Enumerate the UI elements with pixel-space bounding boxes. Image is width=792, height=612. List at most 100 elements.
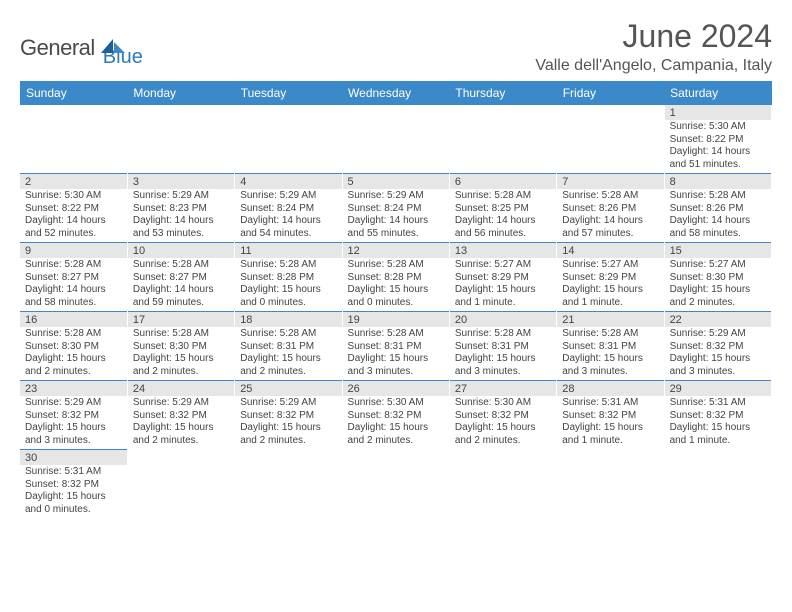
day-detail-line: Daylight: 15 hours (133, 422, 229, 435)
day-details (665, 453, 771, 501)
day-number: 30 (20, 449, 127, 465)
calendar-day-header: Friday (557, 81, 664, 105)
calendar-day-header: Sunday (20, 81, 127, 105)
calendar-cell: 25Sunrise: 5:29 AMSunset: 8:32 PMDayligh… (235, 380, 342, 449)
day-detail-line: and 0 minutes. (348, 297, 444, 310)
day-detail-line: Sunrise: 5:29 AM (240, 190, 336, 203)
day-detail-line: Daylight: 15 hours (25, 422, 122, 435)
day-number: 6 (450, 173, 556, 189)
day-details (343, 108, 449, 156)
day-details (557, 453, 663, 501)
day-detail-line: and 52 minutes. (25, 228, 122, 241)
page-header: General Blue June 2024 Valle dell'Angelo… (20, 18, 772, 75)
day-detail-line: and 2 minutes. (240, 435, 336, 448)
day-detail-line: Sunset: 8:29 PM (562, 272, 658, 285)
day-detail-line: Sunset: 8:32 PM (25, 410, 122, 423)
calendar-cell-empty (235, 105, 342, 173)
day-details: Sunrise: 5:28 AMSunset: 8:28 PMDaylight:… (235, 258, 341, 311)
day-details: Sunrise: 5:31 AMSunset: 8:32 PMDaylight:… (20, 465, 127, 518)
day-detail-line: Daylight: 14 hours (133, 215, 229, 228)
day-details: Sunrise: 5:30 AMSunset: 8:32 PMDaylight:… (450, 396, 556, 449)
day-detail-line: Sunrise: 5:29 AM (670, 328, 766, 341)
day-details: Sunrise: 5:29 AMSunset: 8:23 PMDaylight:… (128, 189, 234, 242)
day-detail-line: Sunset: 8:30 PM (133, 341, 229, 354)
day-detail-line: Sunset: 8:30 PM (25, 341, 122, 354)
day-detail-line: Sunset: 8:27 PM (25, 272, 122, 285)
calendar-cell-empty (664, 449, 771, 518)
day-detail-line: Daylight: 15 hours (25, 491, 122, 504)
calendar-day-header: Thursday (449, 81, 556, 105)
day-number: 3 (128, 173, 234, 189)
day-details (128, 108, 234, 156)
day-details: Sunrise: 5:29 AMSunset: 8:32 PMDaylight:… (665, 327, 771, 380)
day-detail-line: and 3 minutes. (348, 366, 444, 379)
day-details: Sunrise: 5:28 AMSunset: 8:27 PMDaylight:… (20, 258, 127, 311)
day-details: Sunrise: 5:28 AMSunset: 8:30 PMDaylight:… (128, 327, 234, 380)
day-details: Sunrise: 5:27 AMSunset: 8:30 PMDaylight:… (665, 258, 771, 311)
day-detail-line: Sunset: 8:27 PM (133, 272, 229, 285)
day-detail-line: and 58 minutes. (670, 228, 766, 241)
day-detail-line: Sunrise: 5:30 AM (670, 121, 766, 134)
calendar-header-row: SundayMondayTuesdayWednesdayThursdayFrid… (20, 81, 772, 105)
day-detail-line: and 1 minute. (562, 435, 658, 448)
brand-name: General (20, 35, 95, 61)
day-detail-line: and 51 minutes. (670, 159, 766, 172)
calendar-cell: 6Sunrise: 5:28 AMSunset: 8:25 PMDaylight… (449, 173, 556, 242)
day-detail-line: and 0 minutes. (240, 297, 336, 310)
location-subtitle: Valle dell'Angelo, Campania, Italy (535, 57, 772, 75)
day-detail-line: Sunrise: 5:28 AM (348, 259, 444, 272)
calendar-week-row: 1Sunrise: 5:30 AMSunset: 8:22 PMDaylight… (20, 105, 772, 173)
day-detail-line: Sunrise: 5:28 AM (562, 190, 658, 203)
calendar-cell: 8Sunrise: 5:28 AMSunset: 8:26 PMDaylight… (664, 173, 771, 242)
calendar-cell: 26Sunrise: 5:30 AMSunset: 8:32 PMDayligh… (342, 380, 449, 449)
day-number: 14 (557, 242, 663, 258)
day-detail-line: Sunset: 8:26 PM (562, 203, 658, 216)
calendar-day-header: Wednesday (342, 81, 449, 105)
calendar-cell: 13Sunrise: 5:27 AMSunset: 8:29 PMDayligh… (449, 242, 556, 311)
day-detail-line: and 1 minute. (562, 297, 658, 310)
day-details (128, 453, 234, 501)
day-details (450, 108, 556, 156)
day-detail-line: Sunrise: 5:30 AM (348, 397, 444, 410)
day-detail-line: Sunset: 8:30 PM (670, 272, 766, 285)
day-number: 2 (20, 173, 127, 189)
day-detail-line: Sunset: 8:28 PM (240, 272, 336, 285)
calendar-cell: 21Sunrise: 5:28 AMSunset: 8:31 PMDayligh… (557, 311, 664, 380)
calendar-cell: 27Sunrise: 5:30 AMSunset: 8:32 PMDayligh… (449, 380, 556, 449)
day-number: 29 (665, 380, 771, 396)
day-detail-line: Sunrise: 5:29 AM (133, 190, 229, 203)
day-detail-line: Daylight: 15 hours (348, 422, 444, 435)
day-details: Sunrise: 5:28 AMSunset: 8:31 PMDaylight:… (450, 327, 556, 380)
calendar-cell: 4Sunrise: 5:29 AMSunset: 8:24 PMDaylight… (235, 173, 342, 242)
calendar-cell: 9Sunrise: 5:28 AMSunset: 8:27 PMDaylight… (20, 242, 127, 311)
calendar-cell: 5Sunrise: 5:29 AMSunset: 8:24 PMDaylight… (342, 173, 449, 242)
day-detail-line: and 3 minutes. (670, 366, 766, 379)
day-details: Sunrise: 5:27 AMSunset: 8:29 PMDaylight:… (450, 258, 556, 311)
day-detail-line: Sunrise: 5:28 AM (240, 259, 336, 272)
day-detail-line: Sunset: 8:31 PM (562, 341, 658, 354)
day-detail-line: Daylight: 14 hours (562, 215, 658, 228)
day-detail-line: Sunset: 8:31 PM (240, 341, 336, 354)
day-detail-line: Sunrise: 5:28 AM (455, 190, 551, 203)
day-number: 25 (235, 380, 341, 396)
day-details: Sunrise: 5:28 AMSunset: 8:26 PMDaylight:… (665, 189, 771, 242)
day-detail-line: and 2 minutes. (348, 435, 444, 448)
day-number: 22 (665, 311, 771, 327)
calendar-cell: 17Sunrise: 5:28 AMSunset: 8:30 PMDayligh… (127, 311, 234, 380)
calendar-cell: 15Sunrise: 5:27 AMSunset: 8:30 PMDayligh… (664, 242, 771, 311)
day-detail-line: Sunset: 8:32 PM (455, 410, 551, 423)
day-detail-line: Daylight: 14 hours (25, 284, 122, 297)
day-detail-line: Sunrise: 5:28 AM (25, 328, 122, 341)
day-detail-line: Sunrise: 5:29 AM (25, 397, 122, 410)
day-detail-line: Daylight: 15 hours (455, 284, 551, 297)
day-detail-line: Daylight: 14 hours (348, 215, 444, 228)
calendar-cell-empty (342, 105, 449, 173)
day-details: Sunrise: 5:28 AMSunset: 8:28 PMDaylight:… (343, 258, 449, 311)
calendar-cell: 30Sunrise: 5:31 AMSunset: 8:32 PMDayligh… (20, 449, 127, 518)
calendar-cell: 19Sunrise: 5:28 AMSunset: 8:31 PMDayligh… (342, 311, 449, 380)
day-detail-line: Sunrise: 5:31 AM (25, 466, 122, 479)
day-detail-line: Daylight: 15 hours (25, 353, 122, 366)
day-details: Sunrise: 5:29 AMSunset: 8:24 PMDaylight:… (343, 189, 449, 242)
day-details: Sunrise: 5:31 AMSunset: 8:32 PMDaylight:… (557, 396, 663, 449)
day-detail-line: Sunrise: 5:28 AM (25, 259, 122, 272)
